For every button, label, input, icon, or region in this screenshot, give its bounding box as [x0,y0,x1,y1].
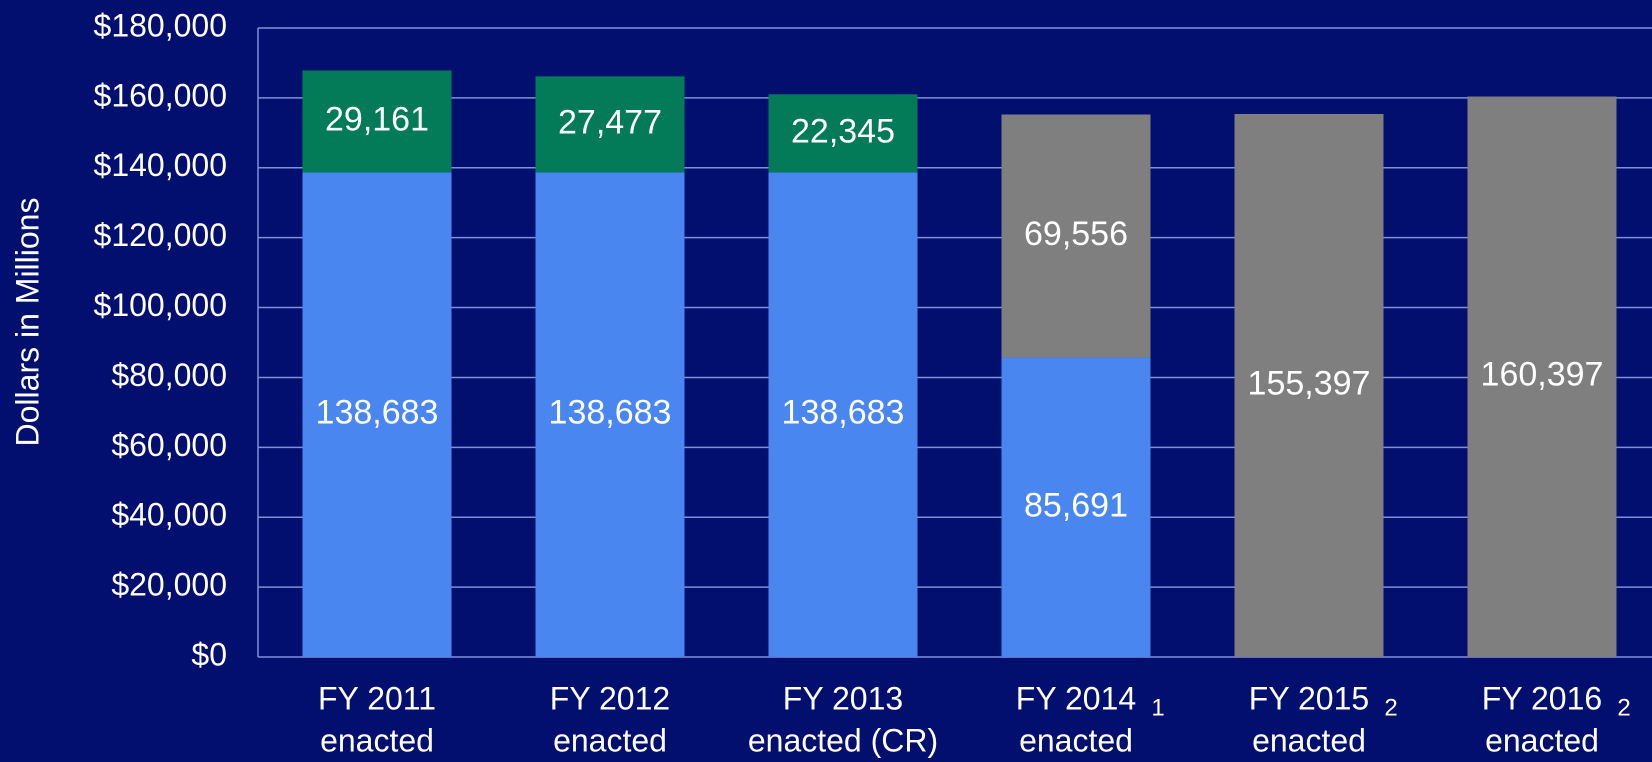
x-tick-sublabel: enacted [553,722,667,758]
value-label: 69,556 [1024,215,1128,253]
y-tick-label: $140,000 [94,147,227,183]
y-tick-label: $80,000 [111,357,227,393]
value-label: 138,683 [316,394,439,432]
bar-segment [302,70,452,173]
x-tick-label: FY 2013 [783,680,903,716]
bar-segment [535,76,685,173]
y-tick-label: $180,000 [94,7,227,43]
x-tick-note: 1 [1151,694,1164,721]
x-tick-sublabel: enacted [1019,722,1133,758]
x-tick-note: 2 [1384,694,1397,721]
bar-segment [1001,357,1151,657]
value-label: 27,477 [558,103,662,141]
bar-segment [535,172,685,658]
value-label: 85,691 [1024,486,1128,524]
x-tick-label: FY 2012 [550,680,670,716]
x-tick-label: FY 2014 [1016,680,1136,716]
x-tick-sublabel: enacted [1485,722,1599,758]
y-tick-label: $0 [191,636,227,672]
x-tick-sublabel: enacted [1252,722,1366,758]
x-tick-label: FY 2011 [318,680,436,716]
bar-segment [1234,113,1384,657]
y-axis-label: Dollars in Millions [9,198,45,447]
x-tick-note: 2 [1617,694,1630,721]
bar-segment [1467,96,1617,658]
bar-segment [302,172,452,658]
y-tick-label: $60,000 [111,427,227,463]
y-tick-label: $120,000 [94,217,227,253]
value-label: 160,397 [1481,356,1604,394]
value-label: 29,161 [325,100,429,138]
y-tick-label: $20,000 [111,567,227,603]
y-tick-label: $100,000 [94,287,227,323]
value-label: 138,683 [782,394,905,432]
x-tick-label: FY 2015 [1249,680,1369,716]
value-label: 22,345 [791,112,895,150]
value-label: 138,683 [549,394,672,432]
bar-segment [768,94,918,173]
x-tick-label: FY 2016 [1482,680,1602,716]
x-tick-sublabel: enacted [320,722,434,758]
value-label: 155,397 [1248,364,1371,402]
bar-segment [768,172,918,658]
y-tick-label: $160,000 [94,77,227,113]
y-tick-label: $40,000 [111,497,227,533]
x-tick-sublabel: enacted (CR) [748,722,938,758]
bar-segment [1001,114,1151,358]
